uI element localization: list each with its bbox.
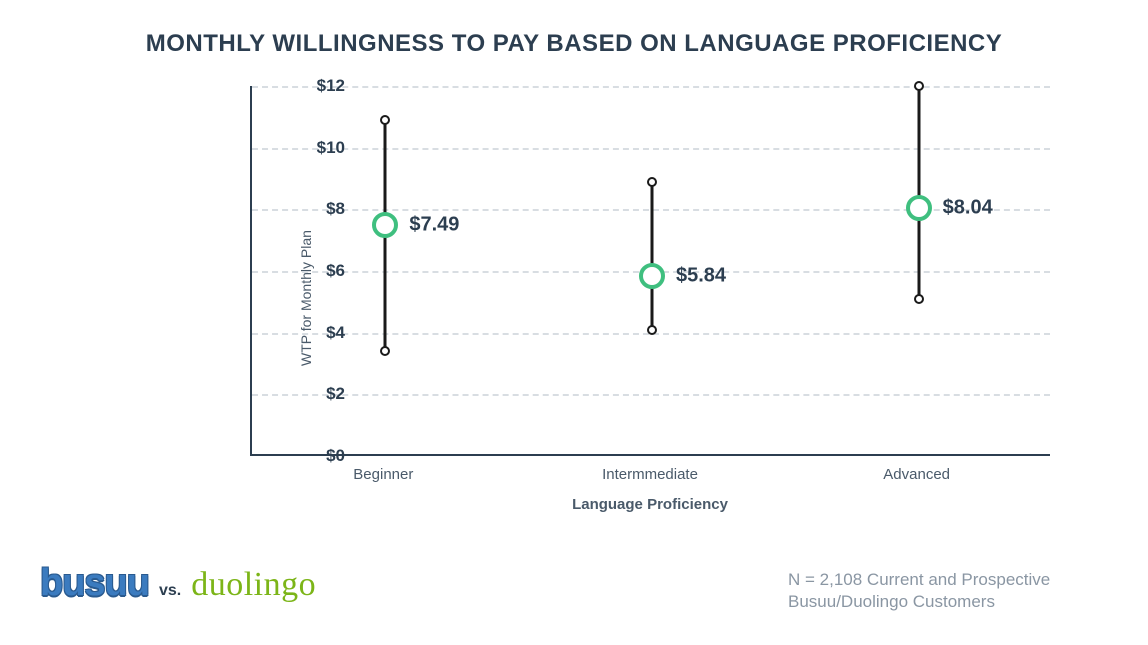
whisker-cap [380, 346, 390, 356]
sample-size-note: N = 2,108 Current and Prospective Busuu/… [788, 569, 1108, 613]
data-point-label: $8.04 [943, 197, 993, 220]
data-point-marker [372, 212, 398, 238]
y-tick-label: $2 [285, 384, 345, 404]
whisker-line [651, 182, 654, 330]
data-point-marker [639, 263, 665, 289]
plot-area: $7.49 $5.84 $8.04 [250, 86, 1050, 456]
gridline [252, 148, 1050, 150]
duolingo-logo: duolingo [191, 566, 316, 604]
data-point-label: $5.84 [676, 264, 726, 287]
y-tick-label: $8 [285, 199, 345, 219]
x-tick-label: Beginner [353, 466, 413, 483]
gridline [252, 86, 1050, 88]
whisker-cap [914, 81, 924, 91]
y-tick-label: $12 [285, 76, 345, 96]
footer: busuu vs. duolingo N = 2,108 Current and… [40, 555, 1108, 615]
data-point-label: $7.49 [409, 214, 459, 237]
whisker-cap [647, 325, 657, 335]
busuu-logo: busuu [40, 562, 149, 605]
logo-row: busuu vs. duolingo [40, 562, 316, 605]
chart-title: MONTHLY WILLINGNESS TO PAY BASED ON LANG… [0, 30, 1148, 58]
whisker-line [917, 86, 920, 299]
y-tick-label: $10 [285, 138, 345, 158]
x-tick-label: Intermmediate [602, 466, 698, 483]
data-point-marker [906, 195, 932, 221]
y-tick-label: $0 [285, 446, 345, 466]
whisker-cap [647, 177, 657, 187]
vs-text: vs. [159, 582, 181, 600]
y-tick-label: $4 [285, 323, 345, 343]
whisker-cap [380, 115, 390, 125]
x-axis-label: Language Proficiency [250, 496, 1050, 513]
x-tick-label: Advanced [883, 466, 950, 483]
chart-area: WTP for Monthly Plan $7.49$5.84$8.04 Lan… [180, 86, 1090, 506]
gridline [252, 394, 1050, 396]
y-tick-label: $6 [285, 261, 345, 281]
whisker-cap [914, 294, 924, 304]
